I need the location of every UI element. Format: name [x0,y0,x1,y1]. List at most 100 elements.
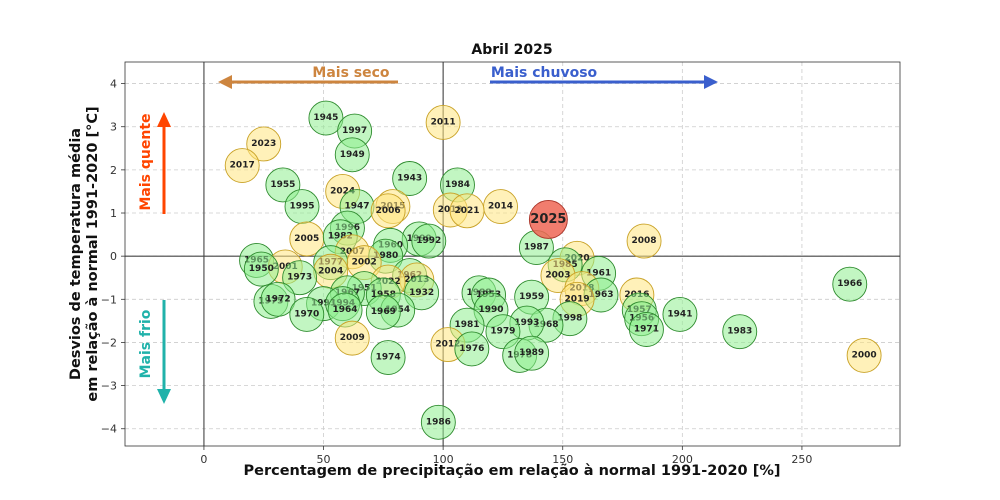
bubble-label-1947: 1947 [344,202,369,212]
y-tick-label: 4 [110,78,117,91]
bubble-label-1987: 1987 [524,243,549,253]
y-tick-label: 2 [110,164,117,177]
bubble-label-1961: 1961 [586,268,611,278]
bubble-label-2006: 2006 [376,206,401,216]
bubble-label-1990: 1990 [478,305,503,315]
bubble-label-1932: 1932 [409,288,434,298]
bubble-label-1980: 1980 [373,251,398,261]
y-tick-label: 1 [110,207,117,220]
bubble-2011 [425,104,461,140]
bubble-2008 [626,223,662,259]
bubble-label-1949: 1949 [340,150,365,160]
bubble-label-1986: 1986 [426,417,451,427]
bubble-label-2009: 2009 [340,333,365,343]
bubble-label-2023: 2023 [251,139,276,149]
bubble-1970 [289,296,325,332]
bubble-1941 [662,296,698,332]
x-tick-label: 200 [672,453,693,466]
bubble-1972 [260,281,296,317]
cold-arrow [157,300,171,404]
x-tick-label: 50 [317,453,331,466]
bubble-label-2000: 2000 [852,350,877,360]
wet-arrow [490,75,718,89]
bubble-label-1970: 1970 [294,309,319,319]
bubble-label-2011: 2011 [431,117,456,127]
y-tick-label: 0 [110,250,117,263]
bubble-1976 [454,331,490,367]
bubble-label-1945: 1945 [313,113,338,123]
bubble-label-2017: 2017 [230,161,255,171]
bubble-label-1983: 1983 [727,327,752,337]
x-tick-label: 150 [552,453,573,466]
bubble-label-1955: 1955 [270,180,295,190]
bubble-2017 [224,148,260,184]
bubble-label-1968: 1968 [533,320,558,330]
bubble-label-1966: 1966 [837,279,862,289]
x-axis-label: Percentagem de precipitação em relação à… [244,463,781,479]
bubble-label-2005: 2005 [294,234,319,244]
bubble-label-1943: 1943 [397,173,422,183]
bubble-label-1941: 1941 [667,309,692,319]
bubble-label-1976: 1976 [459,344,484,354]
wet-label: Mais chuvoso [491,65,598,81]
bubble-2021 [449,193,485,229]
bubble-1966 [832,266,868,302]
bubble-2000 [846,337,882,373]
y-tick-label: −3 [101,380,117,393]
bubble-label-2024: 2024 [330,186,355,196]
bubble-label-2002: 2002 [352,258,377,268]
bubble-label-2001: 2001 [273,262,298,272]
y-tick-label: −2 [101,336,117,349]
bubble-2025 [528,200,568,239]
y-axis-label-line1: Desvios de temperatura média [68,128,84,380]
bubble-label-2008: 2008 [632,236,657,246]
bubble-1973 [282,260,318,296]
bubble-2006 [370,193,406,229]
hot-arrow [157,112,171,214]
y-axis-ticks: −4 −3 −2 −1 0 1 2 3 4 [101,78,125,436]
bubble-label-1995: 1995 [289,202,314,212]
bubble-label-1992: 1992 [416,236,441,246]
cold-label: Mais frio [138,309,154,378]
bubble-label-1998: 1998 [557,314,582,324]
bubble-label-2021: 2021 [455,206,480,216]
y-tick-label: 3 [110,121,117,134]
bubble-label-1969: 1969 [371,307,396,317]
bubble-label-1973: 1973 [287,273,312,283]
bubble-1943 [392,161,428,196]
x-axis-ticks: 0 50 100 150 200 250 [200,446,812,466]
bubble-1971 [629,312,664,347]
bubble-label-1972: 1972 [266,294,291,304]
bubble-label-1979: 1979 [490,327,515,337]
dry-arrow [218,75,398,89]
bubble-1992 [411,223,447,259]
bubble-label-1981: 1981 [455,320,480,330]
bubble-label-1997: 1997 [342,126,367,136]
bubble-label-2019: 2019 [565,294,590,304]
bubble-2009 [334,320,370,356]
hot-label: Mais quente [138,113,154,210]
bubble-1974 [370,340,406,376]
bubble-label-2004: 2004 [318,266,343,276]
bubble-1950 [243,251,279,287]
bubble-1983 [722,314,758,350]
dry-label: Mais seco [312,65,390,81]
bubble-1969 [365,294,401,330]
y-tick-label: −4 [101,423,117,436]
data-bubbles: 1945 1997 1949 2011 2023 2017 1943 1955 1984 2024… [224,100,882,440]
bubble-label-1993: 1993 [311,299,336,309]
x-tick-label: 0 [200,453,207,466]
bubble-label-2014: 2014 [488,202,513,212]
bubble-label-1974: 1974 [376,353,401,363]
y-tick-label: −1 [101,293,117,306]
bubble-label-1982: 1982 [328,232,353,242]
bubble-2023 [246,126,282,162]
bubble-label-2003: 2003 [545,271,570,281]
x-tick-label: 250 [791,453,812,466]
bubble-label-1984: 1984 [445,180,470,190]
bubble-label-1950: 1950 [249,264,274,274]
bubble-label-2025: 2025 [530,212,566,227]
bubble-label-1971: 1971 [634,325,659,335]
bubble-label-1993: 1993 [514,318,539,328]
bubble-label-1964: 1964 [333,305,358,315]
